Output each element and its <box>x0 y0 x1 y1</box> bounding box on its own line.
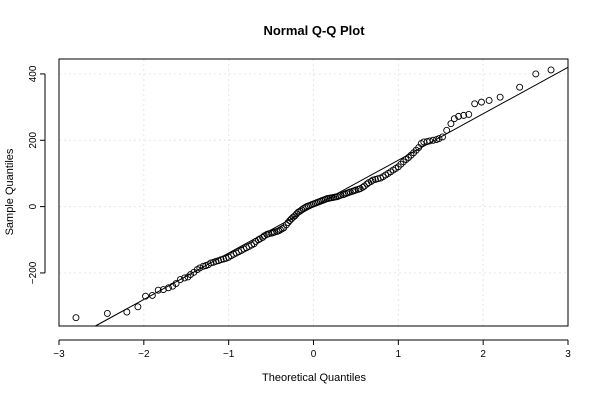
data-point <box>275 227 283 235</box>
data-point <box>207 259 215 267</box>
x-tick-label: 0 <box>311 349 317 360</box>
data-point <box>154 286 162 294</box>
data-point <box>284 219 292 226</box>
data-point <box>443 126 451 134</box>
data-point <box>254 236 262 244</box>
data-point <box>371 175 379 183</box>
data-point <box>367 177 375 185</box>
data-point <box>196 264 204 272</box>
data-point <box>471 100 479 108</box>
x-tick-label: −3 <box>53 349 65 360</box>
data-point <box>123 308 131 316</box>
y-axis: −200 0 200 400 <box>28 65 46 284</box>
data-point <box>438 133 446 141</box>
data-point <box>271 228 278 236</box>
data-point <box>516 83 524 91</box>
y-axis-label: Sample Quantiles <box>4 148 16 235</box>
data-point <box>278 225 286 233</box>
chart-title: Normal Q-Q Plot <box>263 23 365 38</box>
x-tick-label: 2 <box>480 349 486 360</box>
data-point <box>465 110 473 118</box>
x-axis-label: Theoretical Quantiles <box>262 372 366 384</box>
data-point <box>496 93 504 101</box>
points-group <box>72 66 555 322</box>
x-axis: −3 −2 −1 0 1 2 3 <box>53 339 571 360</box>
y-tick-label: −200 <box>28 261 39 284</box>
x-tick-label: 3 <box>565 349 571 360</box>
data-point <box>176 276 184 284</box>
data-point <box>217 256 225 264</box>
data-point <box>337 191 345 199</box>
data-point <box>164 284 172 292</box>
data-point <box>485 97 493 104</box>
data-point <box>426 137 434 145</box>
data-point <box>159 286 167 293</box>
data-point <box>220 255 228 263</box>
data-point <box>103 309 111 317</box>
data-point <box>532 70 540 78</box>
data-point <box>547 66 555 74</box>
data-point <box>478 98 485 106</box>
data-point <box>435 135 443 143</box>
y-tick-label: 0 <box>28 203 39 209</box>
data-point <box>181 274 189 282</box>
x-tick-label: −2 <box>138 349 150 360</box>
data-point <box>187 271 194 279</box>
data-point <box>460 111 468 119</box>
data-point <box>294 208 302 216</box>
data-point <box>352 186 360 194</box>
y-tick-label: 400 <box>28 65 39 82</box>
data-point <box>134 303 142 311</box>
y-tick-label: 200 <box>28 131 39 148</box>
data-point <box>212 257 220 265</box>
data-point <box>298 206 306 214</box>
data-point <box>359 183 367 191</box>
data-point <box>447 120 455 128</box>
plot-frame <box>58 58 569 327</box>
data-point <box>72 314 80 322</box>
data-point <box>172 280 180 287</box>
data-point <box>291 212 299 220</box>
data-point <box>148 292 156 299</box>
data-point <box>142 292 149 300</box>
data-point <box>450 115 458 123</box>
x-tick-label: −1 <box>223 349 235 360</box>
data-point <box>199 262 207 270</box>
x-tick-label: 1 <box>396 349 402 360</box>
data-point <box>455 112 463 120</box>
data-point <box>346 188 354 196</box>
data-point <box>369 176 377 184</box>
data-point <box>276 226 284 234</box>
